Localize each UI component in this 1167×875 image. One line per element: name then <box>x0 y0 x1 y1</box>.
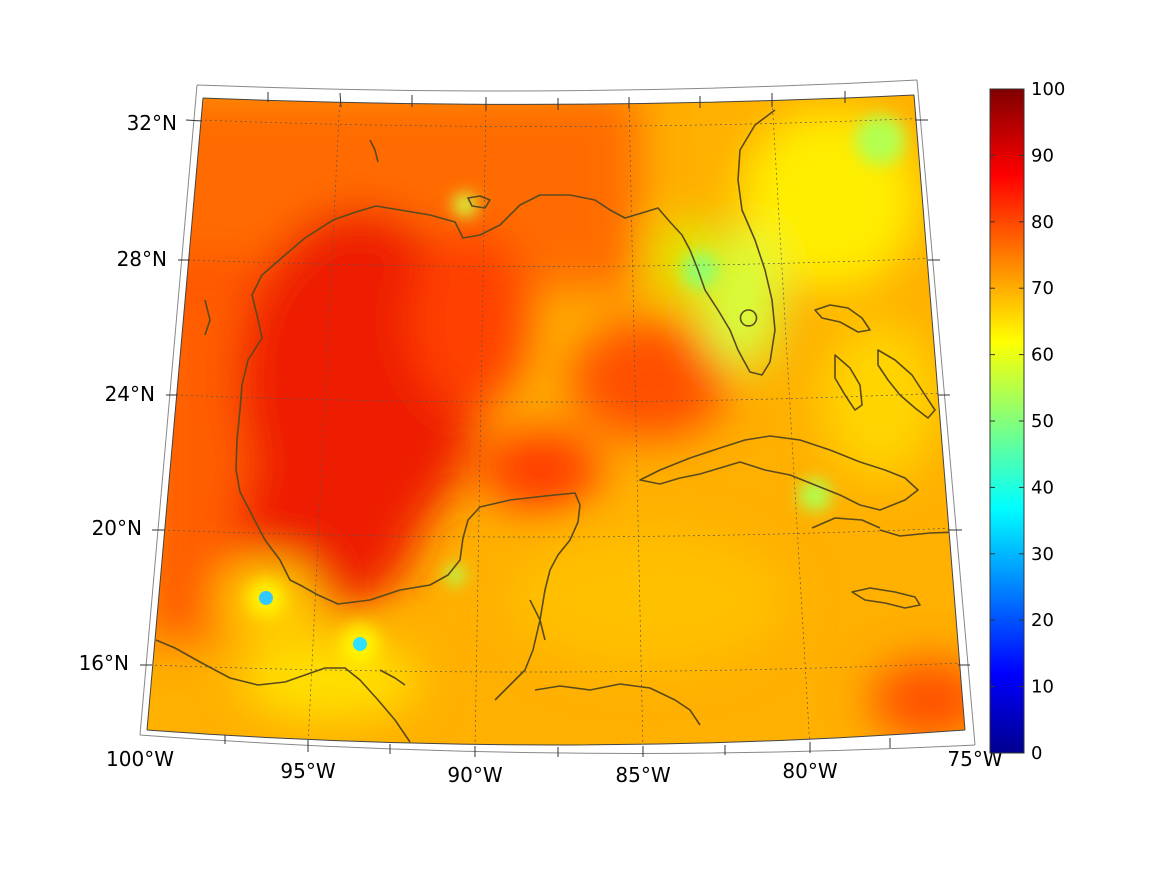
heatmap-field <box>147 95 965 745</box>
colorbar-gradient <box>989 88 1025 754</box>
lon-label: 85°W <box>615 763 670 787</box>
colorbar-tick-label: 0 <box>1031 743 1042 764</box>
lon-label: 90°W <box>447 763 502 787</box>
lat-label: 16°N <box>79 651 129 675</box>
colorbar-tick-label: 10 <box>1031 677 1054 698</box>
map-frame <box>139 79 976 757</box>
colorbar-tick-label: 80 <box>1031 212 1054 233</box>
colorbar-tick-label: 60 <box>1031 345 1054 366</box>
colorbar-tick-label: 40 <box>1031 477 1054 498</box>
lat-label: 24°N <box>105 382 155 406</box>
lon-label: 95°W <box>280 759 335 783</box>
colorbar-tick-label: 30 <box>1031 544 1054 565</box>
colorbar-tick-label: 90 <box>1031 145 1054 166</box>
latitude-labels: 32°N 28°N 24°N 20°N 16°N <box>79 111 177 675</box>
colorbar-tick-label: 70 <box>1031 278 1054 299</box>
lat-label: 28°N <box>117 247 167 271</box>
colorbar-tick-label: 50 <box>1031 411 1054 432</box>
graticule <box>149 95 963 745</box>
colorbar-tick-label: 20 <box>1031 610 1054 631</box>
colorbar-tick-label: 100 <box>1031 79 1065 100</box>
lat-label: 32°N <box>127 111 177 135</box>
longitude-labels: 100°W 95°W 90°W 85°W 80°W 75°W <box>106 747 1003 787</box>
coastlines <box>155 109 961 743</box>
lat-label: 20°N <box>92 516 142 540</box>
colorbar: 0 10 20 30 40 50 60 70 80 90 100 <box>989 79 1065 764</box>
lon-label: 80°W <box>782 759 837 783</box>
lon-label: 100°W <box>106 747 174 771</box>
